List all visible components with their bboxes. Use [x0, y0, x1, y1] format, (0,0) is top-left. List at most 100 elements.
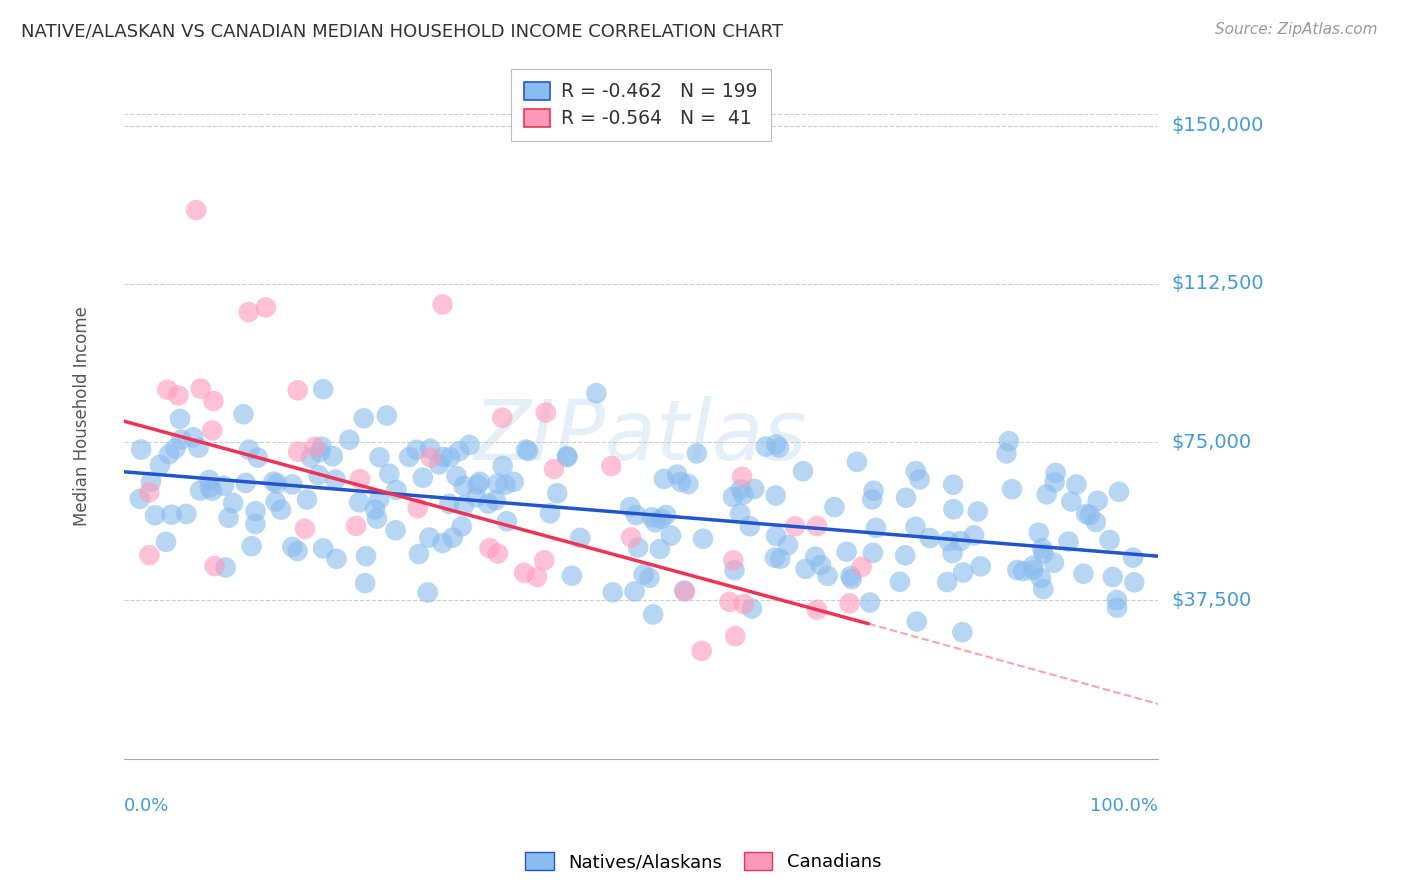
Point — [218, 511, 240, 525]
Point — [375, 409, 398, 423]
Point — [222, 496, 245, 510]
Text: 100.0%: 100.0% — [1090, 797, 1159, 814]
Point — [648, 542, 671, 557]
Point — [942, 477, 965, 491]
Point — [1007, 563, 1029, 577]
Point — [418, 531, 440, 545]
Point — [513, 566, 536, 580]
Point — [620, 530, 643, 544]
Point — [450, 519, 472, 533]
Point — [486, 476, 509, 491]
Point — [198, 473, 221, 487]
Point — [238, 305, 260, 319]
Point — [904, 464, 927, 478]
Point — [453, 479, 475, 493]
Point — [673, 583, 696, 598]
Point — [776, 538, 799, 552]
Point — [669, 475, 692, 489]
Point — [198, 481, 221, 495]
Point — [859, 595, 882, 609]
Point — [643, 607, 665, 622]
Point — [1105, 593, 1128, 607]
Point — [337, 433, 360, 447]
Legend: Natives/Alaskans, Canadians: Natives/Alaskans, Canadians — [517, 846, 889, 879]
Point — [287, 544, 309, 558]
Point — [1087, 493, 1109, 508]
Point — [167, 388, 190, 402]
Point — [755, 440, 778, 454]
Point — [378, 467, 401, 481]
Point — [765, 489, 787, 503]
Point — [1028, 525, 1050, 540]
Point — [585, 386, 607, 401]
Point — [416, 585, 439, 599]
Point — [311, 440, 333, 454]
Point — [823, 500, 845, 515]
Point — [419, 450, 441, 465]
Point — [287, 444, 309, 458]
Point — [602, 585, 624, 599]
Text: Median Household Income: Median Household Income — [73, 306, 91, 525]
Point — [349, 495, 371, 509]
Point — [1101, 570, 1123, 584]
Point — [309, 445, 332, 459]
Point — [176, 507, 198, 521]
Point — [1060, 494, 1083, 508]
Point — [936, 575, 959, 590]
Point — [619, 500, 641, 514]
Point — [128, 491, 150, 506]
Point — [783, 519, 806, 533]
Point — [366, 511, 388, 525]
Point — [453, 499, 475, 513]
Text: $150,000: $150,000 — [1171, 116, 1264, 136]
Text: $37,500: $37,500 — [1171, 591, 1253, 610]
Point — [384, 523, 406, 537]
Point — [765, 529, 787, 543]
Point — [235, 475, 257, 490]
Point — [995, 446, 1018, 460]
Point — [1032, 582, 1054, 596]
Point — [741, 601, 763, 615]
Point — [733, 488, 755, 502]
Point — [794, 562, 817, 576]
Point — [1098, 533, 1121, 548]
Text: $75,000: $75,000 — [1171, 433, 1251, 451]
Point — [368, 450, 391, 465]
Point — [769, 551, 792, 566]
Point — [839, 569, 862, 583]
Point — [477, 497, 499, 511]
Point — [534, 405, 557, 419]
Point — [266, 476, 288, 491]
Point — [543, 462, 565, 476]
Point — [201, 483, 224, 498]
Point — [1012, 564, 1035, 578]
Point — [1029, 571, 1052, 585]
Point — [264, 494, 287, 508]
Point — [970, 559, 993, 574]
Point — [724, 629, 747, 643]
Point — [263, 475, 285, 489]
Point — [204, 559, 226, 574]
Point — [138, 548, 160, 562]
Point — [638, 571, 661, 585]
Point — [633, 567, 655, 582]
Point — [1066, 477, 1088, 491]
Point — [1107, 600, 1129, 615]
Point — [894, 549, 917, 563]
Point — [169, 412, 191, 426]
Point — [538, 506, 561, 520]
Point — [835, 544, 858, 558]
Point — [398, 450, 420, 464]
Point — [569, 531, 592, 545]
Point — [950, 625, 973, 640]
Point — [1108, 484, 1130, 499]
Point — [156, 383, 179, 397]
Point — [432, 450, 454, 464]
Point — [533, 553, 555, 567]
Point — [281, 540, 304, 554]
Point — [157, 447, 180, 461]
Point — [731, 470, 754, 484]
Point — [485, 493, 508, 508]
Point — [186, 202, 208, 217]
Point — [1022, 558, 1045, 573]
